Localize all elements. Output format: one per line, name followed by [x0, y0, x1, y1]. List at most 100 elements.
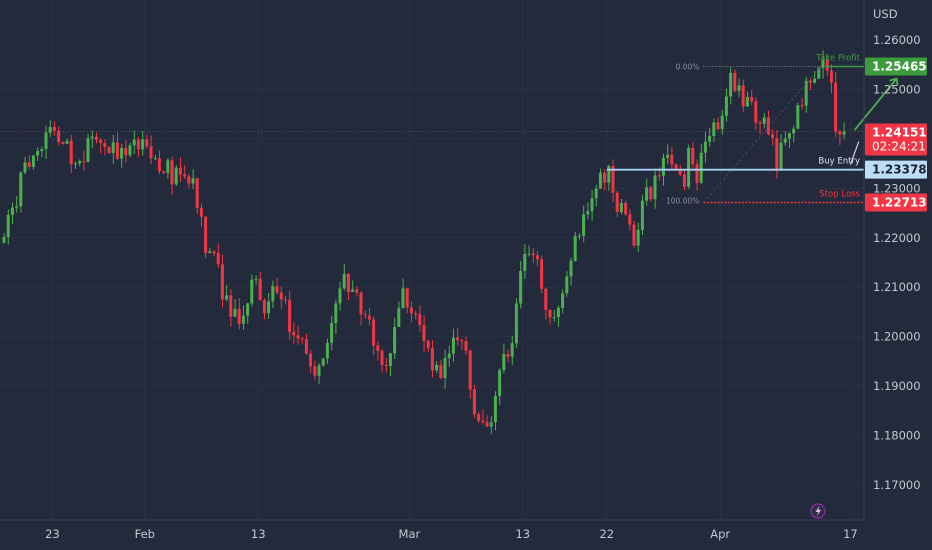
candle-body — [435, 364, 439, 371]
candle-body — [628, 214, 632, 225]
candle — [729, 66, 733, 105]
candle-body — [23, 162, 27, 173]
candle-body — [40, 149, 44, 151]
candle-body — [153, 158, 157, 160]
candle — [246, 302, 250, 324]
candle — [510, 335, 514, 365]
candle-body — [90, 136, 94, 139]
candle-body — [842, 131, 846, 135]
candle — [229, 289, 233, 327]
candle-body — [607, 165, 611, 183]
candle — [443, 349, 447, 389]
candle — [695, 159, 699, 191]
candle-body — [309, 353, 313, 367]
stop-loss-badge[interactable]: 1.22713 — [865, 193, 927, 212]
candle — [569, 257, 573, 286]
candle-body — [82, 160, 86, 162]
candle — [334, 299, 338, 334]
candle-body — [384, 365, 388, 367]
x-tick-label: 13 — [515, 527, 530, 541]
candle — [111, 134, 115, 164]
candle — [94, 132, 98, 144]
candle — [363, 310, 367, 320]
candles-group — [2, 50, 846, 434]
candle — [288, 290, 292, 340]
candle — [842, 122, 846, 140]
candle — [716, 117, 720, 131]
y-tick-label: 1.23000 — [873, 181, 921, 195]
candle — [632, 220, 636, 248]
candle-body — [792, 128, 796, 134]
lightning-icon[interactable] — [810, 503, 826, 519]
candle-body — [220, 264, 224, 300]
candle-body — [586, 211, 590, 215]
candle — [603, 169, 607, 191]
candle — [829, 64, 833, 94]
candle-body — [61, 142, 65, 144]
candle-body — [754, 101, 758, 123]
candle-body — [775, 137, 779, 170]
candle — [275, 277, 279, 295]
candle-body — [708, 135, 712, 142]
candle — [493, 391, 497, 431]
candle-body — [678, 170, 682, 175]
candle-body — [611, 165, 615, 193]
candle-body — [19, 172, 23, 207]
candle-body — [86, 138, 90, 162]
candle — [388, 352, 392, 377]
candle — [699, 144, 703, 184]
candle-body — [817, 67, 821, 79]
take-profit-badge-text: 1.25465 — [872, 60, 927, 74]
take-profit-badge[interactable]: 1.25465 — [865, 57, 927, 76]
candle-body — [829, 70, 833, 83]
x-tick-label: Mar — [399, 527, 421, 541]
candle-body — [15, 206, 19, 208]
candle-body — [397, 308, 401, 327]
candle-body — [531, 253, 535, 256]
candle — [468, 349, 472, 399]
candle — [31, 155, 35, 170]
candle-body — [111, 142, 115, 154]
candle-body — [346, 273, 350, 292]
candle-body — [10, 207, 14, 215]
candle-body — [590, 198, 594, 212]
candle-body — [577, 235, 581, 237]
candle — [691, 141, 695, 169]
candle-body — [44, 132, 48, 150]
candle-body — [762, 117, 766, 124]
candle — [216, 243, 220, 268]
candle — [120, 143, 124, 168]
candle-body — [502, 354, 506, 371]
candle — [422, 315, 426, 352]
current-price-badge-text: 1.24151 — [872, 125, 927, 139]
candle-body — [472, 389, 476, 415]
candle-body — [603, 172, 607, 183]
candle — [594, 184, 598, 207]
candle-body — [330, 323, 334, 343]
candle-body — [367, 315, 371, 320]
candle — [472, 384, 476, 418]
candle-body — [733, 72, 737, 91]
candle — [649, 185, 653, 202]
candle-body — [414, 313, 418, 315]
candle-body — [451, 337, 455, 354]
candle — [237, 298, 241, 330]
candle — [69, 134, 73, 174]
candle — [153, 154, 157, 161]
candle-body — [636, 229, 640, 246]
candle-body — [691, 147, 695, 165]
candle-body — [271, 286, 275, 302]
candle-body — [162, 171, 166, 173]
candle — [124, 140, 128, 163]
candle — [519, 260, 523, 309]
candle-body — [321, 358, 325, 366]
buy-entry-badge[interactable]: 1.23378 — [865, 160, 927, 179]
candle-body — [107, 146, 111, 154]
candle-body — [103, 143, 107, 147]
candle-body — [670, 154, 674, 165]
candle — [409, 301, 413, 322]
candle — [687, 144, 691, 189]
